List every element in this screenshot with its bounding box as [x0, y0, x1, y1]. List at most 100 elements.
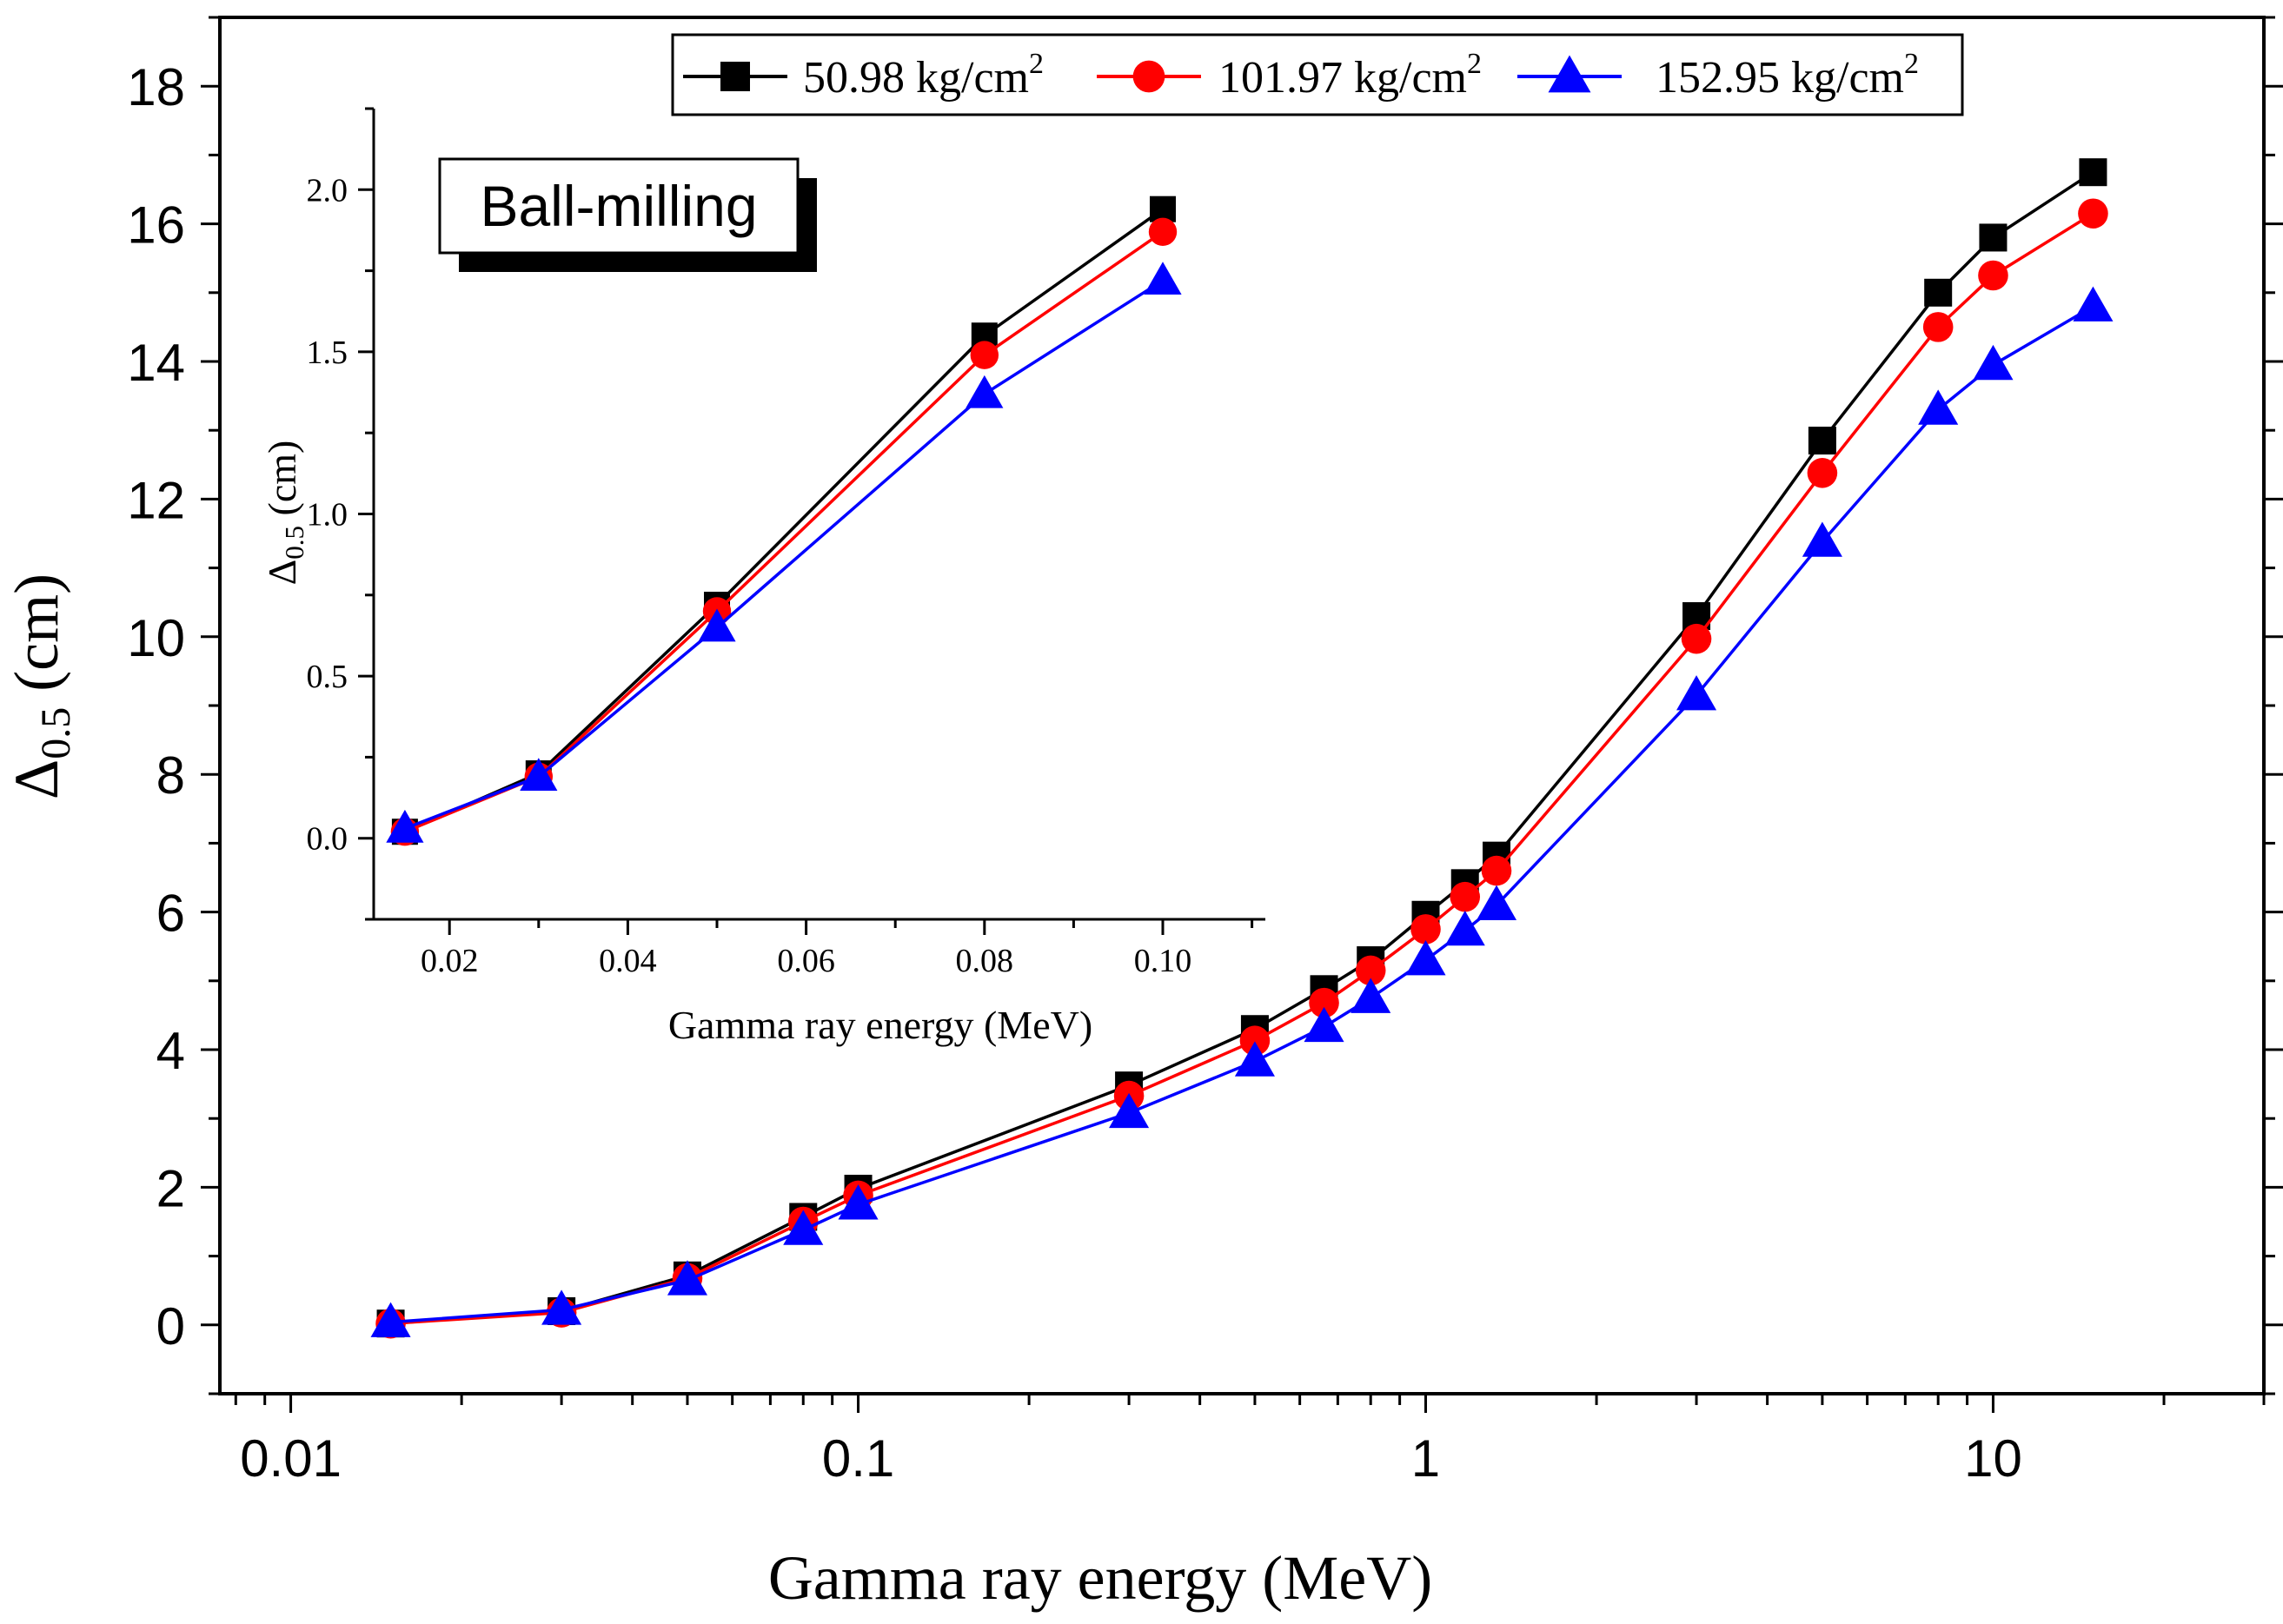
main-data-point	[1444, 910, 1485, 946]
legend-label: 152.95 kg/cm2	[1656, 48, 1919, 103]
main-data-point	[1676, 675, 1717, 711]
legend-entry-2: 101.97 kg/cm2	[1097, 48, 1482, 103]
inset-x-tick-label: 0.08	[956, 943, 1014, 979]
legend-box	[671, 33, 1964, 116]
inset-y-tick-label: 2.0	[307, 172, 348, 209]
inset-x-tick-label: 0.04	[599, 943, 657, 979]
main-data-point	[2078, 198, 2108, 229]
main-series-group	[370, 158, 2114, 1339]
inset-data-point	[698, 608, 736, 642]
main-y-axis-label: Δ0.5 (cm)	[2, 573, 79, 799]
main-data-point	[667, 1260, 708, 1296]
inset-y-tick-label: 0.0	[307, 821, 348, 858]
inset-series-line	[404, 279, 1164, 831]
main-x-tick-label: 10	[1964, 1429, 2022, 1488]
legend-entry-3: 152.95 kg/cm2	[1517, 48, 1919, 103]
main-data-point	[1802, 521, 1842, 557]
main-data-point	[838, 1184, 879, 1220]
main-data-point	[1405, 940, 1446, 976]
inset-y-tick-label: 1.0	[307, 497, 348, 534]
inset-x-axis-label: Gamma ray energy (MeV)	[668, 1003, 1092, 1047]
inset-series-group	[386, 196, 1182, 846]
main-y-tick-label: 4	[156, 1022, 185, 1080]
inset-data-point	[970, 341, 999, 369]
main-data-point	[1109, 1092, 1150, 1129]
inset-series-2	[390, 217, 1178, 846]
main-x-axis-label: Gamma ray energy (MeV)	[768, 1543, 1432, 1613]
main-data-point	[1476, 885, 1517, 920]
main-y-tick-label: 10	[127, 609, 185, 667]
main-data-point	[1681, 623, 1712, 654]
inset-x-tick-label: 0.02	[421, 943, 479, 979]
legend-label: 101.97 kg/cm2	[1218, 48, 1482, 103]
inset-series-line	[404, 208, 1165, 833]
legend-label: 50.98 kg/cm2	[803, 48, 1044, 103]
main-data-point	[370, 1302, 411, 1337]
main-data-point	[1304, 1006, 1344, 1043]
main-y-tick-label: 14	[127, 334, 185, 392]
main-series-line	[390, 305, 2094, 1324]
main-series-1	[376, 158, 2107, 1338]
inset-data-point	[966, 375, 1004, 408]
main-data-point	[1918, 389, 1959, 425]
main-data-point	[2073, 286, 2114, 321]
main-data-point	[1309, 987, 1339, 1018]
inset-y-tick-label: 1.5	[307, 335, 348, 371]
main-data-point	[1973, 344, 2014, 381]
main-y-tick-label: 2	[156, 1159, 185, 1217]
main-data-point	[1808, 427, 1836, 455]
main-data-point	[1351, 978, 1391, 1013]
main-y-tick-label: 16	[127, 196, 185, 255]
legend-marker	[1132, 60, 1165, 93]
main-x-tick-label: 0.1	[822, 1429, 894, 1488]
inset-series-1	[391, 196, 1177, 845]
main-data-point	[1355, 955, 1386, 986]
main-y-tick-label: 18	[127, 58, 185, 116]
main-series-3	[370, 286, 2114, 1337]
main-data-point	[1234, 1041, 1275, 1077]
main-series-2	[375, 198, 2108, 1339]
main-data-point	[1924, 278, 1953, 307]
main-data-point	[1410, 914, 1441, 945]
main-data-point	[783, 1210, 824, 1245]
main-series-line	[390, 170, 2094, 1325]
annotation-text: Ball-milling	[480, 174, 757, 238]
main-data-point	[1239, 1025, 1271, 1056]
inset-data-point	[520, 758, 558, 791]
inset-data-point	[1144, 262, 1182, 295]
main-data-point	[1450, 881, 1481, 912]
main-data-point	[1922, 312, 1954, 342]
main-y-tick-label: 12	[127, 471, 185, 529]
legend-marker	[1548, 55, 1591, 93]
legend-entry-1: 50.98 kg/cm2	[683, 48, 1044, 103]
main-axis-ticks	[201, 16, 2283, 1413]
main-data-point	[1979, 223, 2008, 252]
legend: 50.98 kg/cm2 101.97 kg/cm2 152.95 kg/cm2	[671, 33, 1964, 116]
main-series-line	[390, 212, 2094, 1325]
ball-milling-annotation: Ball-milling	[438, 157, 817, 272]
main-data-point	[2079, 158, 2107, 187]
main-y-tick-label: 8	[156, 746, 185, 805]
inset-x-tick-label: 0.06	[777, 943, 835, 979]
inset-series-line	[404, 230, 1165, 833]
main-data-point	[1978, 260, 2008, 291]
inset-data-point	[1148, 217, 1178, 247]
inset-series-3	[386, 262, 1182, 843]
inset-tick-labels: 0.0 0.5 1.0 1.5 2.0 0.02 0.04 0.06 0.08 0.10	[307, 172, 1192, 979]
legend-marker	[720, 62, 750, 91]
main-x-tick-label: 1	[1411, 1429, 1440, 1488]
main-tick-labels: 0 2 4 6 8 10 12 14 16 18 0.01 0.1 1 10	[127, 58, 2022, 1488]
main-data-point	[1481, 855, 1512, 886]
main-data-point	[541, 1289, 582, 1325]
inset-axis-ticks	[358, 107, 1254, 935]
inset-data-point	[386, 809, 424, 843]
main-y-tick-label: 6	[156, 885, 185, 943]
main-y-tick-label: 0	[156, 1297, 185, 1356]
annotation-box	[438, 157, 800, 255]
inset-y-tick-label: 0.5	[307, 659, 348, 695]
main-data-point	[1807, 458, 1838, 488]
inset-y-axis-label: Δ0.5 (cm)	[260, 441, 309, 586]
main-x-tick-label: 0.01	[240, 1429, 342, 1488]
inset-x-tick-label: 0.10	[1134, 943, 1192, 979]
